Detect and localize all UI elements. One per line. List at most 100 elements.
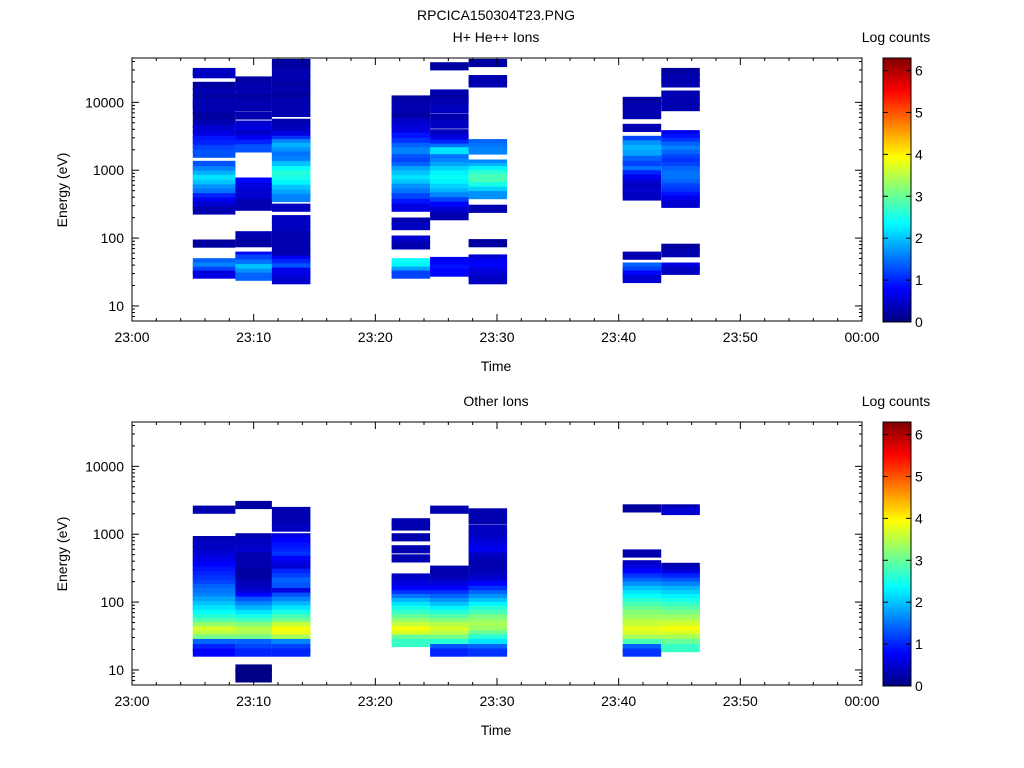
heatmap-cell (271, 193, 311, 203)
heatmap-cell (430, 154, 469, 163)
heatmap-cell (192, 626, 236, 635)
x-tick-label: 23:20 (358, 329, 393, 345)
heatmap-cell (661, 243, 700, 252)
heatmap-cell (192, 145, 236, 154)
heatmap-cell (391, 241, 431, 250)
heatmap-cell (622, 96, 662, 105)
heatmap-cell (391, 154, 431, 163)
heatmap-cell (192, 206, 236, 215)
heatmap-cell (622, 251, 662, 260)
heatmap-cell (391, 147, 431, 156)
heatmap-cell (235, 614, 272, 623)
heatmap-cell (430, 104, 469, 113)
heatmap-cell (468, 586, 508, 595)
heatmap-cell (271, 203, 311, 212)
heatmap-cell (468, 239, 508, 248)
heatmap-cell (192, 179, 236, 188)
colorbar (882, 421, 912, 687)
heatmap-cell (271, 537, 311, 546)
heatmap-cell (235, 638, 272, 648)
heatmap-cell (271, 596, 311, 605)
heatmap-cell (430, 134, 469, 143)
heatmap-cell (192, 166, 236, 175)
heatmap-cell (192, 644, 236, 653)
heatmap-cell (430, 212, 469, 221)
heatmap-cell (661, 154, 700, 163)
heatmap-cell (468, 614, 508, 623)
heatmap-cell (235, 564, 272, 573)
heatmap-cell (235, 188, 272, 197)
heatmap-cell (271, 605, 311, 614)
heatmap-cell (235, 103, 272, 112)
heatmap-cell (192, 125, 236, 134)
panel-h-he-ions: H+ He++ Ions 23:00 23:10 23:20 23:30 23:40 23… (54, 29, 930, 374)
heatmap-cell (235, 542, 272, 551)
heatmap-cell (235, 111, 272, 120)
heatmap-cell (430, 268, 469, 277)
heatmap-cell (192, 94, 236, 103)
heatmap-cell (271, 86, 311, 95)
heatmap-cell (271, 62, 311, 71)
heatmap-cell (271, 614, 311, 623)
heatmap-cell (622, 149, 662, 158)
heatmap-cell (235, 144, 272, 153)
colorbar-tick-label: 6 (915, 63, 923, 79)
x-tick-label: 23:50 (723, 329, 758, 345)
heatmap-cell (661, 614, 700, 623)
heatmap-cell (661, 195, 700, 204)
heatmap-cell (271, 103, 311, 112)
heatmap-cell (192, 112, 236, 121)
heatmap-cell (661, 609, 700, 618)
heatmap-cell (391, 622, 431, 631)
heatmap-cell (622, 634, 662, 643)
heatmap-cell (235, 601, 272, 610)
heatmap-cell (468, 182, 508, 191)
heatmap-cell (468, 204, 508, 213)
heatmap-cell (391, 138, 431, 147)
heatmap-cell (271, 130, 311, 140)
heatmap-cell (468, 638, 508, 648)
heatmap-cell (235, 177, 272, 186)
heatmap-cell (622, 586, 662, 595)
heatmap-cell (271, 560, 311, 569)
heatmap-cell (430, 207, 469, 216)
heatmap-cell (661, 581, 700, 590)
heatmap-cell (622, 140, 662, 149)
colorbar-tick-label: 6 (915, 427, 923, 443)
heatmap-cell (468, 516, 508, 525)
heatmap-cell (661, 586, 700, 595)
heatmap-cell (391, 634, 431, 643)
heatmap-cell (430, 62, 469, 71)
heatmap-cell (391, 638, 431, 648)
heatmap-cell (192, 605, 236, 614)
heatmap-cell (661, 103, 700, 112)
heatmap-cell (391, 235, 431, 244)
heatmap-cell (235, 588, 272, 597)
y-tick-label: 1000 (93, 162, 124, 178)
heatmap-cell (430, 648, 469, 657)
heatmap-cell (235, 577, 272, 586)
heatmap-cell (622, 274, 662, 284)
heatmap-cell (271, 189, 311, 198)
heatmap-cell (192, 149, 236, 158)
heatmap-cell (430, 120, 469, 129)
heatmap-cell (271, 226, 311, 235)
x-tick-label: 23:00 (114, 329, 149, 345)
heatmap-cell (192, 558, 236, 567)
y-tick-label: 10000 (85, 94, 124, 110)
heatmap-cell (271, 609, 311, 618)
heatmap-cell (622, 111, 662, 120)
heatmap-cell (271, 577, 311, 586)
heatmap-cell (622, 170, 662, 179)
heatmap-cell (271, 276, 311, 285)
heatmap-cell (391, 107, 431, 116)
colorbar-tick-label: 4 (915, 146, 923, 162)
colorbar-tick-label: 0 (915, 678, 923, 694)
heatmap-cell (271, 506, 311, 516)
heatmap-cell (468, 262, 508, 271)
colorbar-label: Log counts (862, 393, 931, 409)
heatmap-cell (271, 184, 311, 193)
heatmap-cell (430, 614, 469, 623)
heatmap-cell (192, 170, 236, 179)
heatmap-cell (192, 638, 236, 648)
